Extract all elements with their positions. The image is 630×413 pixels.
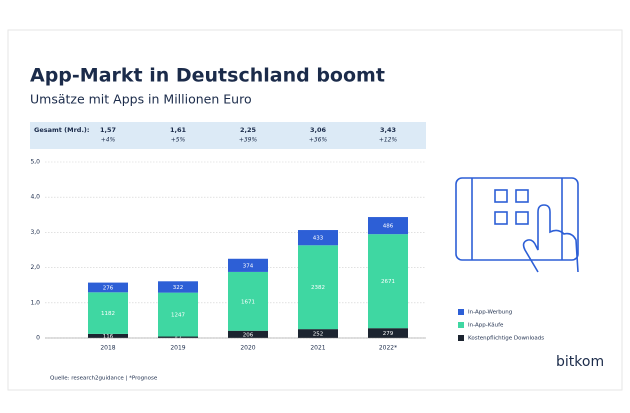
- value-label: 276: [103, 285, 114, 291]
- y-tick-label: 1,0: [30, 299, 40, 306]
- y-tick-label: 2,0: [30, 264, 40, 271]
- value-label: 374: [243, 263, 254, 269]
- value-label: 116: [103, 334, 114, 340]
- value-label: 2671: [381, 279, 395, 285]
- value-label: 252: [313, 332, 324, 338]
- total-value: 3,43: [380, 126, 396, 134]
- bar-segment: [368, 217, 408, 235]
- total-change: +5%: [171, 137, 186, 144]
- bar-segment: [298, 230, 338, 246]
- total-value: 1,61: [170, 126, 187, 134]
- brand-logo: bitkom: [556, 354, 604, 370]
- y-tick-label: 0: [36, 335, 40, 342]
- bar-segment: [158, 281, 198, 293]
- value-label: 322: [173, 285, 184, 291]
- total-change: +36%: [309, 137, 328, 144]
- y-tick-label: 4,0: [30, 194, 40, 201]
- x-tick-label: 2021: [310, 345, 325, 352]
- bar-segment: [88, 333, 128, 338]
- value-label: 279: [383, 331, 394, 337]
- bar-segment: [298, 329, 338, 338]
- bar-segment: [88, 292, 128, 334]
- total-change: +12%: [379, 137, 398, 144]
- x-tick-label: 2019: [170, 345, 185, 352]
- x-tick-label: 2022*: [379, 345, 397, 352]
- legend-swatch: [458, 309, 464, 315]
- totals-label: Gesamt (Mrd.):: [34, 126, 89, 134]
- value-label: 1182: [101, 311, 115, 317]
- totals-band: [30, 122, 426, 149]
- chart-subtitle: Umsätze mit Apps in Millionen Euro: [30, 92, 252, 107]
- value-label: 433: [313, 236, 324, 242]
- value-label: 1671: [241, 299, 255, 305]
- total-change: +39%: [239, 137, 258, 144]
- legend-swatch: [458, 335, 464, 341]
- bar-segment: [158, 292, 198, 337]
- bar-segment: [368, 328, 408, 338]
- x-tick-label: 2020: [240, 345, 255, 352]
- total-value: 2,25: [240, 126, 257, 134]
- y-tick-label: 3,0: [30, 229, 40, 236]
- bar-segment: [88, 282, 128, 293]
- value-label: 206: [243, 332, 254, 338]
- bar-segment: [228, 271, 268, 331]
- total-value: 1,57: [100, 126, 116, 134]
- legend-label: In-App-Werbung: [468, 310, 512, 316]
- source: Quelle: research2guidance | *Prognose: [50, 376, 158, 382]
- bar-segment: [228, 330, 268, 338]
- bar-segment: [368, 234, 408, 329]
- total-change: +4%: [101, 137, 116, 144]
- value-label: 2382: [311, 285, 325, 291]
- legend-label: Kostenpflichtige Downloads: [468, 336, 544, 342]
- bar-segment: [298, 245, 338, 330]
- x-tick-label: 2018: [100, 345, 115, 352]
- legend-label: In-App-Käufe: [468, 323, 504, 329]
- chart-title: App-Markt in Deutschland boomt: [30, 65, 385, 87]
- total-value: 3,06: [310, 126, 327, 134]
- value-label: 486: [383, 224, 394, 230]
- legend-swatch: [458, 322, 464, 328]
- tablet-icon: [455, 177, 579, 273]
- value-label: 1247: [171, 313, 185, 319]
- bar-segment: [158, 336, 198, 338]
- y-tick-label: 5,0: [30, 159, 40, 166]
- bar-segment: [228, 258, 268, 272]
